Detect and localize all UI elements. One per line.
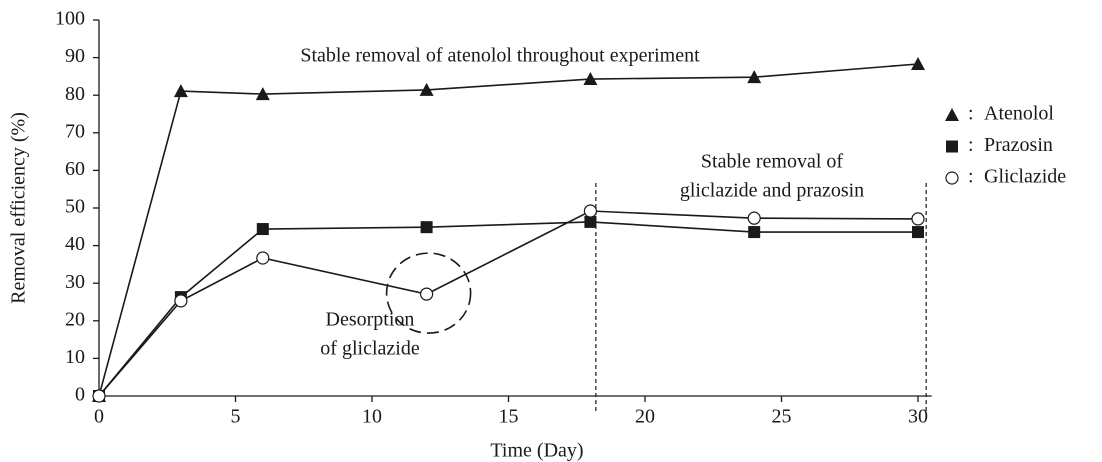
annotation: Desorption (326, 309, 415, 331)
y-tick-label: 0 (75, 384, 85, 406)
x-tick-label: 15 (499, 406, 519, 428)
x-axis-label: Time (Day) (490, 440, 583, 462)
annotation: Stable removal of atenolol throughout ex… (300, 45, 700, 67)
y-tick-label: 90 (65, 45, 85, 67)
data-point (911, 56, 925, 70)
data-point (747, 70, 762, 84)
data-point (583, 204, 598, 218)
data-point (419, 82, 434, 96)
legend-separator: : (968, 166, 974, 188)
x-tick-label: 10 (362, 406, 382, 428)
legend-label: Gliclazide (984, 166, 1066, 188)
x-tick-label: 20 (635, 406, 655, 428)
y-tick-label: 100 (55, 8, 85, 30)
data-point (174, 294, 188, 308)
series-line (98, 221, 918, 397)
annotation: Stable removal of (701, 151, 844, 173)
data-point (584, 215, 597, 228)
legend-label: Atenolol (984, 103, 1054, 125)
x-tick-label: 0 (94, 406, 104, 428)
data-point (583, 72, 598, 86)
y-tick-label: 30 (65, 271, 85, 293)
x-tick-label: 25 (772, 406, 792, 428)
series-line (98, 210, 919, 397)
data-point (748, 226, 761, 239)
data-point (173, 84, 188, 98)
x-tick-label: 5 (231, 406, 241, 428)
data-point (911, 212, 925, 226)
data-point (747, 211, 761, 225)
data-point (256, 223, 269, 236)
y-tick-label: 20 (65, 308, 85, 330)
y-tick-label: 60 (65, 158, 85, 180)
legend-item: : Prazosin (946, 134, 1053, 156)
data-point (912, 226, 924, 239)
x-tick-label: 30 (908, 406, 928, 428)
data-point (420, 221, 433, 234)
legend-separator: : (968, 134, 974, 156)
data-point (255, 87, 270, 101)
series-line (98, 63, 919, 397)
data-point (256, 251, 270, 265)
y-tick-label: 70 (65, 120, 85, 142)
y-tick-label: 50 (65, 196, 85, 218)
y-tick-label: 40 (65, 233, 85, 255)
y-axis-label: Removal efficiency (%) (8, 112, 30, 304)
y-tick-label: 10 (65, 346, 85, 368)
data-point (92, 389, 106, 403)
annotation: of gliclazide (320, 338, 420, 360)
legend-label: Prazosin (984, 134, 1053, 156)
data-point (420, 287, 434, 301)
legend-marker (946, 140, 958, 153)
legend-item: : Atenolol (945, 103, 1054, 125)
highlight-circle (385, 252, 472, 334)
y-tick-label: 80 (65, 83, 85, 105)
legend-marker (945, 108, 959, 121)
legend-marker (945, 171, 959, 185)
annotation: gliclazide and prazosin (680, 180, 864, 202)
legend-separator: : (968, 103, 974, 125)
legend-item: : Gliclazide (945, 166, 1066, 188)
